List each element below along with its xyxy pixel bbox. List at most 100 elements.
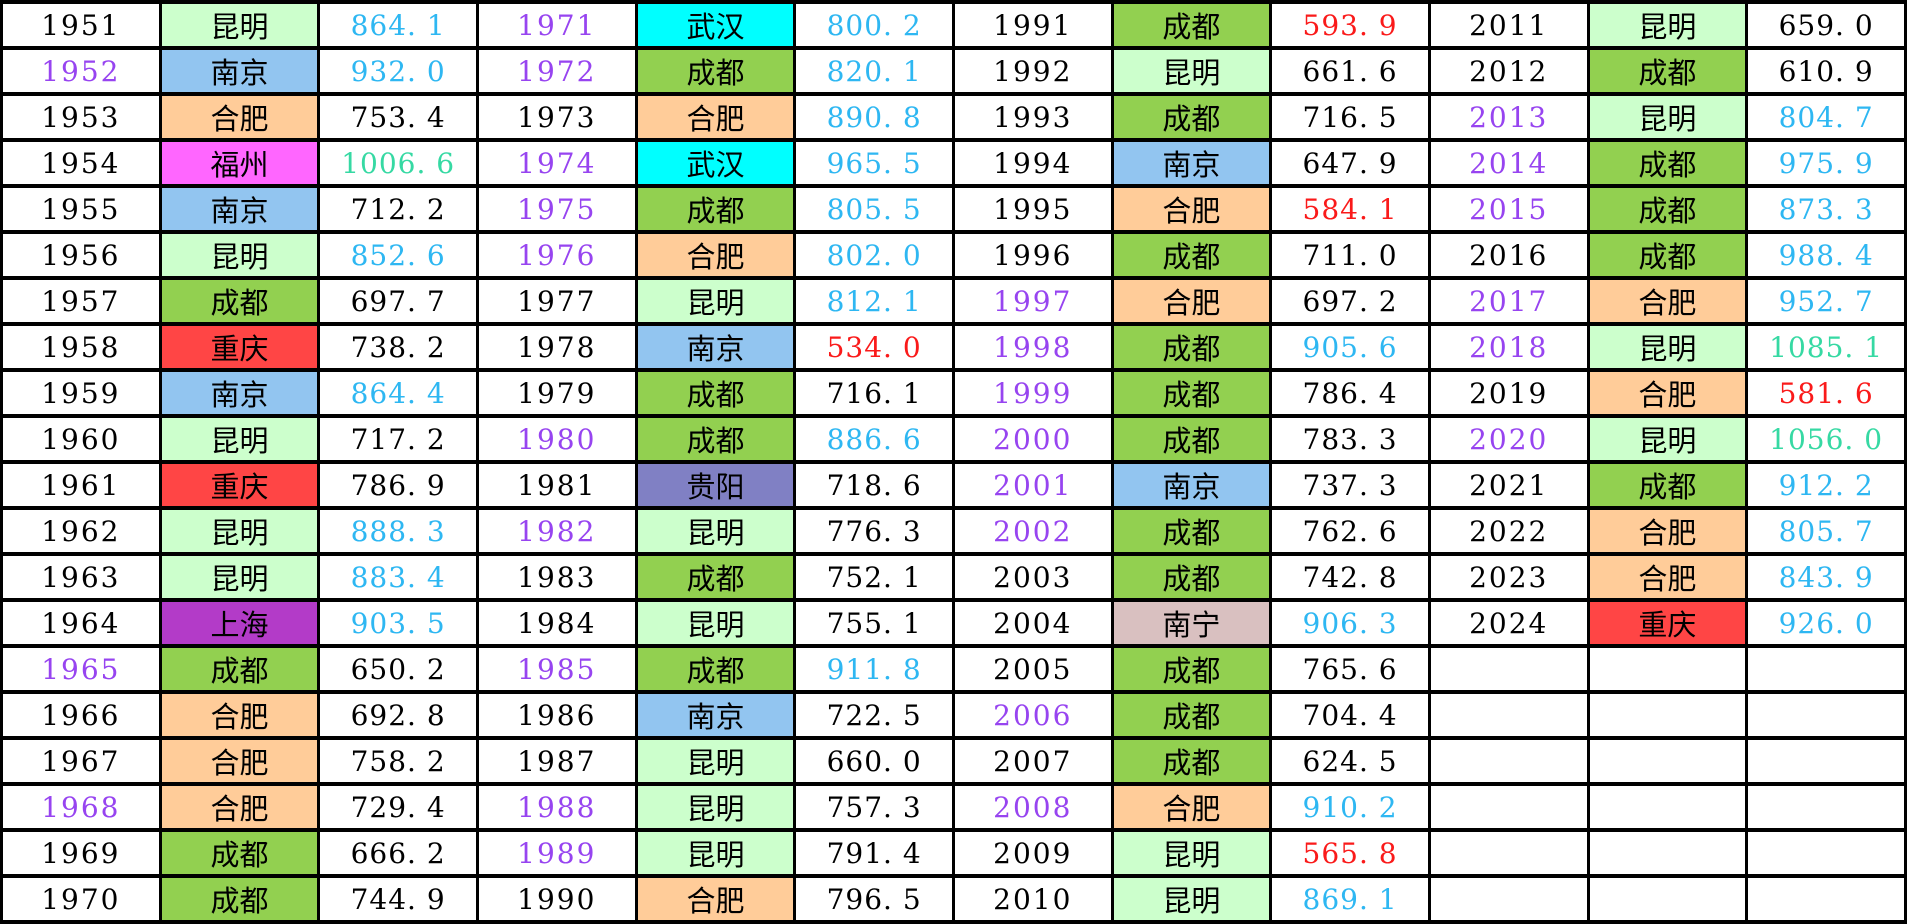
year-cell-2014[interactable]: 2014 — [1427, 138, 1590, 188]
value-cell-1995[interactable]: 584. 1 — [1269, 184, 1431, 234]
empty-year-cell[interactable] — [1427, 644, 1590, 694]
city-cell-1955[interactable]: 南京 — [158, 184, 321, 234]
year-cell-1976[interactable]: 1976 — [475, 230, 638, 280]
city-cell-2023[interactable]: 合肥 — [1586, 552, 1749, 602]
city-cell-1977[interactable]: 昆明 — [634, 276, 797, 326]
value-cell-1952[interactable]: 932. 0 — [317, 46, 479, 96]
year-cell-2005[interactable]: 2005 — [951, 644, 1114, 694]
year-cell-2010[interactable]: 2010 — [951, 874, 1114, 924]
value-cell-1985[interactable]: 911. 8 — [793, 644, 955, 694]
city-cell-1952[interactable]: 南京 — [158, 46, 321, 96]
value-cell-1977[interactable]: 812. 1 — [793, 276, 955, 326]
value-cell-2006[interactable]: 704. 4 — [1269, 690, 1431, 740]
city-cell-1963[interactable]: 昆明 — [158, 552, 321, 602]
city-cell-2004[interactable]: 南宁 — [1110, 598, 1273, 648]
city-cell-1996[interactable]: 成都 — [1110, 230, 1273, 280]
city-cell-1978[interactable]: 南京 — [634, 322, 797, 372]
value-cell-1976[interactable]: 802. 0 — [793, 230, 955, 280]
value-cell-2005[interactable]: 765. 6 — [1269, 644, 1431, 694]
city-cell-1965[interactable]: 成都 — [158, 644, 321, 694]
city-cell-1969[interactable]: 成都 — [158, 828, 321, 878]
city-cell-1951[interactable]: 昆明 — [158, 0, 321, 50]
value-cell-1990[interactable]: 796. 5 — [793, 874, 955, 924]
city-cell-2024[interactable]: 重庆 — [1586, 598, 1749, 648]
empty-year-cell[interactable] — [1427, 736, 1590, 786]
value-cell-1975[interactable]: 805. 5 — [793, 184, 955, 234]
empty-value-cell[interactable] — [1745, 644, 1907, 694]
value-cell-2010[interactable]: 869. 1 — [1269, 874, 1431, 924]
value-cell-1966[interactable]: 692. 8 — [317, 690, 479, 740]
year-cell-1986[interactable]: 1986 — [475, 690, 638, 740]
empty-year-cell[interactable] — [1427, 828, 1590, 878]
value-cell-1961[interactable]: 786. 9 — [317, 460, 479, 510]
year-cell-1997[interactable]: 1997 — [951, 276, 1114, 326]
year-cell-2008[interactable]: 2008 — [951, 782, 1114, 832]
year-cell-1975[interactable]: 1975 — [475, 184, 638, 234]
value-cell-1957[interactable]: 697. 7 — [317, 276, 479, 326]
city-cell-2011[interactable]: 昆明 — [1586, 0, 1749, 50]
year-cell-2023[interactable]: 2023 — [1427, 552, 1590, 602]
value-cell-2022[interactable]: 805. 7 — [1745, 506, 1907, 556]
city-cell-1968[interactable]: 合肥 — [158, 782, 321, 832]
value-cell-1968[interactable]: 729. 4 — [317, 782, 479, 832]
city-cell-1957[interactable]: 成都 — [158, 276, 321, 326]
city-cell-1967[interactable]: 合肥 — [158, 736, 321, 786]
year-cell-1977[interactable]: 1977 — [475, 276, 638, 326]
city-cell-2008[interactable]: 合肥 — [1110, 782, 1273, 832]
year-cell-1989[interactable]: 1989 — [475, 828, 638, 878]
city-cell-1982[interactable]: 昆明 — [634, 506, 797, 556]
empty-city-cell[interactable] — [1586, 874, 1749, 924]
year-cell-1962[interactable]: 1962 — [0, 506, 162, 556]
city-cell-2005[interactable]: 成都 — [1110, 644, 1273, 694]
year-cell-2020[interactable]: 2020 — [1427, 414, 1590, 464]
empty-value-cell[interactable] — [1745, 874, 1907, 924]
value-cell-1967[interactable]: 758. 2 — [317, 736, 479, 786]
city-cell-1975[interactable]: 成都 — [634, 184, 797, 234]
year-cell-1972[interactable]: 1972 — [475, 46, 638, 96]
year-cell-1957[interactable]: 1957 — [0, 276, 162, 326]
year-cell-1955[interactable]: 1955 — [0, 184, 162, 234]
city-cell-1960[interactable]: 昆明 — [158, 414, 321, 464]
value-cell-1951[interactable]: 864. 1 — [317, 0, 479, 50]
year-cell-1999[interactable]: 1999 — [951, 368, 1114, 418]
year-cell-2022[interactable]: 2022 — [1427, 506, 1590, 556]
city-cell-1972[interactable]: 成都 — [634, 46, 797, 96]
value-cell-1996[interactable]: 711. 0 — [1269, 230, 1431, 280]
year-cell-2009[interactable]: 2009 — [951, 828, 1114, 878]
value-cell-1962[interactable]: 888. 3 — [317, 506, 479, 556]
value-cell-2004[interactable]: 906. 3 — [1269, 598, 1431, 648]
city-cell-1993[interactable]: 成都 — [1110, 92, 1273, 142]
city-cell-2010[interactable]: 昆明 — [1110, 874, 1273, 924]
value-cell-1973[interactable]: 890. 8 — [793, 92, 955, 142]
value-cell-1980[interactable]: 886. 6 — [793, 414, 955, 464]
city-cell-1979[interactable]: 成都 — [634, 368, 797, 418]
year-cell-1961[interactable]: 1961 — [0, 460, 162, 510]
city-cell-1991[interactable]: 成都 — [1110, 0, 1273, 50]
value-cell-2021[interactable]: 912. 2 — [1745, 460, 1907, 510]
value-cell-1959[interactable]: 864. 4 — [317, 368, 479, 418]
value-cell-1993[interactable]: 716. 5 — [1269, 92, 1431, 142]
year-cell-1985[interactable]: 1985 — [475, 644, 638, 694]
year-cell-2011[interactable]: 2011 — [1427, 0, 1590, 50]
year-cell-1973[interactable]: 1973 — [475, 92, 638, 142]
value-cell-2014[interactable]: 975. 9 — [1745, 138, 1907, 188]
city-cell-2009[interactable]: 昆明 — [1110, 828, 1273, 878]
city-cell-1984[interactable]: 昆明 — [634, 598, 797, 648]
year-cell-1951[interactable]: 1951 — [0, 0, 162, 50]
value-cell-2019[interactable]: 581. 6 — [1745, 368, 1907, 418]
year-cell-1982[interactable]: 1982 — [475, 506, 638, 556]
city-cell-2016[interactable]: 成都 — [1586, 230, 1749, 280]
value-cell-2013[interactable]: 804. 7 — [1745, 92, 1907, 142]
city-cell-2002[interactable]: 成都 — [1110, 506, 1273, 556]
value-cell-1974[interactable]: 965. 5 — [793, 138, 955, 188]
year-cell-1964[interactable]: 1964 — [0, 598, 162, 648]
year-cell-1988[interactable]: 1988 — [475, 782, 638, 832]
value-cell-2015[interactable]: 873. 3 — [1745, 184, 1907, 234]
city-cell-1961[interactable]: 重庆 — [158, 460, 321, 510]
year-cell-1984[interactable]: 1984 — [475, 598, 638, 648]
value-cell-2020[interactable]: 1056. 0 — [1745, 414, 1907, 464]
city-cell-2017[interactable]: 合肥 — [1586, 276, 1749, 326]
year-cell-2015[interactable]: 2015 — [1427, 184, 1590, 234]
city-cell-1997[interactable]: 合肥 — [1110, 276, 1273, 326]
city-cell-1994[interactable]: 南京 — [1110, 138, 1273, 188]
